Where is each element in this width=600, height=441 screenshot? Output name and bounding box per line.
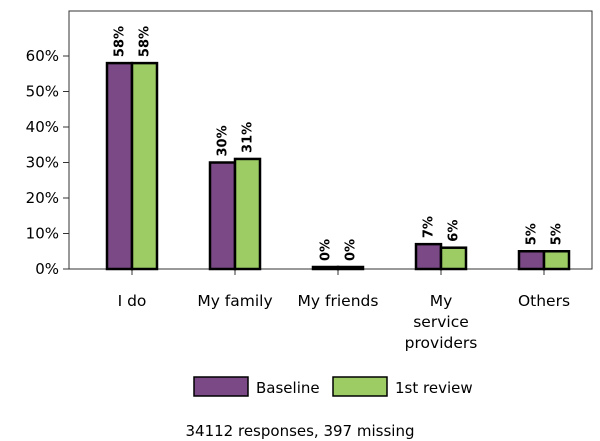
data-label: 6% — [447, 220, 462, 242]
bar-baseline-3 — [414, 242, 443, 271]
legend-label: 1st review — [395, 379, 473, 397]
category-label: My friends — [298, 292, 379, 310]
bar-review-2 — [336, 265, 365, 271]
y-tick-label: 0% — [35, 260, 59, 278]
response-summary: 34112 responses, 397 missing — [185, 422, 415, 440]
category-label: My family — [197, 292, 272, 310]
category-label: service — [413, 313, 469, 331]
data-label: 7% — [422, 216, 437, 238]
y-tick-label: 20% — [26, 189, 59, 207]
bar-baseline-0 — [105, 61, 134, 271]
y-tick-label: 60% — [26, 47, 59, 65]
data-label: 5% — [550, 223, 565, 245]
data-label: 0% — [344, 239, 359, 261]
category-label: providers — [405, 334, 478, 352]
legend-label: Baseline — [256, 379, 320, 397]
bar-baseline-2 — [311, 265, 340, 271]
data-label: 31% — [241, 122, 256, 153]
data-label: 58% — [138, 26, 153, 57]
category-label: My — [430, 292, 453, 310]
bar-review-4 — [542, 250, 571, 271]
bar-review-0 — [130, 61, 159, 271]
category-label: I do — [118, 292, 147, 310]
y-tick-label: 10% — [26, 225, 59, 243]
bar-review-3 — [439, 246, 468, 271]
legend-swatch-review — [332, 376, 388, 397]
y-tick-label: 30% — [26, 154, 59, 172]
bar-baseline-1 — [208, 161, 237, 271]
y-tick-label: 50% — [26, 83, 59, 101]
data-label: 0% — [319, 239, 334, 261]
data-label: 58% — [113, 26, 128, 57]
data-label: 5% — [525, 223, 540, 245]
data-label: 30% — [216, 125, 231, 156]
bar-baseline-4 — [517, 250, 546, 271]
y-tick-label: 40% — [26, 118, 59, 136]
category-label: Others — [518, 292, 570, 310]
legend-swatch-baseline — [193, 376, 249, 397]
bar-review-1 — [233, 157, 262, 271]
